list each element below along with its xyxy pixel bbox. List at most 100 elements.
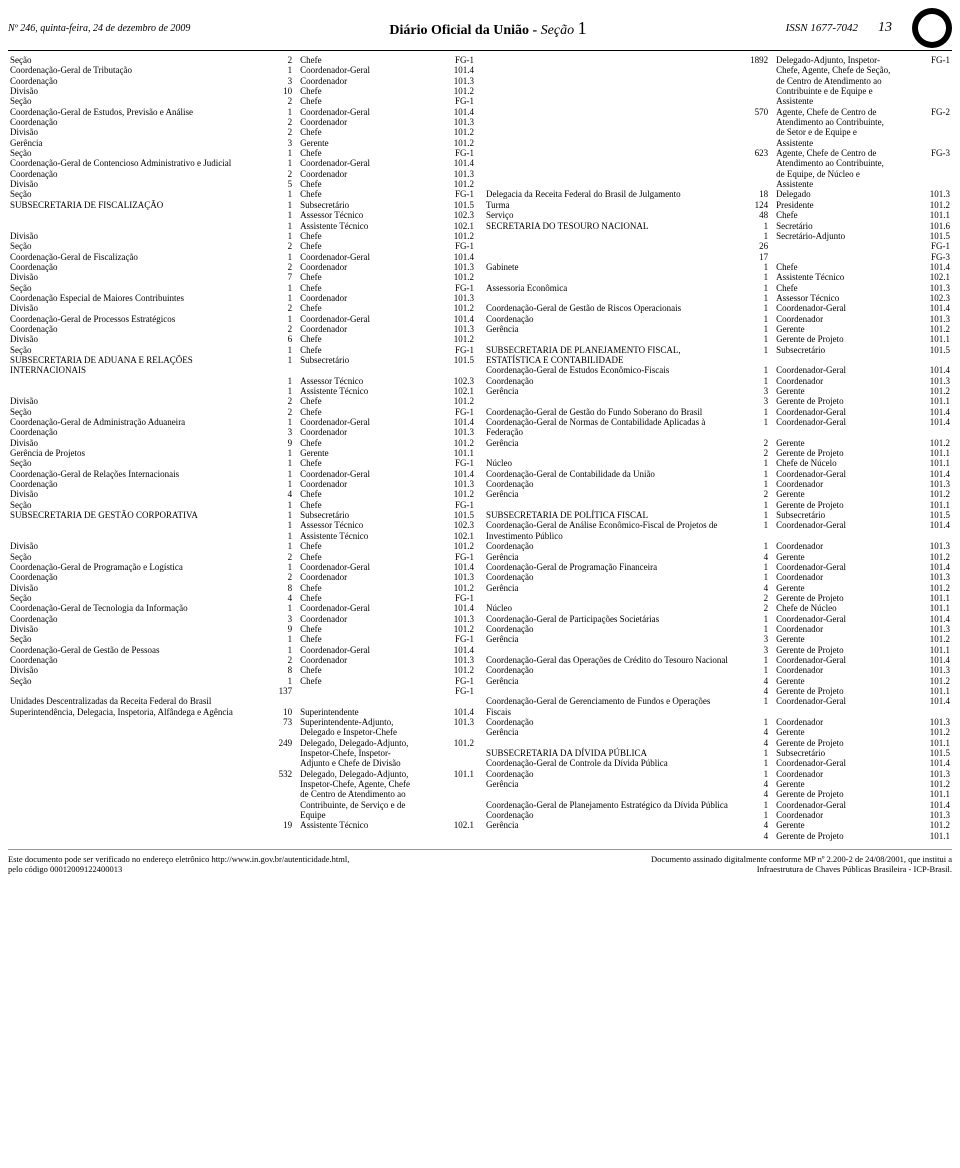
table-row: Coordenação1Coordenador101.3 bbox=[484, 541, 952, 551]
table-row: Coordenação-Geral de Estudos, Previsão e… bbox=[8, 107, 476, 117]
table-row: Coordenação1Coordenador101.3 bbox=[484, 810, 952, 820]
content-columns: Seção2ChefeFG-1Coordenação-Geral de Trib… bbox=[8, 55, 952, 841]
table-row: Seção1ChefeFG-1 bbox=[8, 676, 476, 686]
table-row: Gerência1Gerente101.2 bbox=[484, 324, 952, 334]
table-row: Coordenação2Coordenador101.3 bbox=[8, 572, 476, 582]
table-row: Coordenação-Geral de Gestão de Pessoas1C… bbox=[8, 645, 476, 655]
table-row: Gerência4Gerente101.2 bbox=[484, 552, 952, 562]
table-row: Coordenação-Geral de Normas de Contabili… bbox=[484, 417, 952, 438]
table-row: Coordenação1Coordenador101.3 bbox=[484, 717, 952, 727]
table-row: 1Assistente Técnico102.1 bbox=[8, 531, 476, 541]
table-row: Seção2ChefeFG-1 bbox=[8, 55, 476, 65]
table-row: Coordenação-Geral das Operações de Crédi… bbox=[484, 655, 952, 665]
table-row: 623Agente, Chefe de Centro de Atendiment… bbox=[484, 148, 952, 189]
table-row: Gerência3Gerente101.2 bbox=[484, 634, 952, 644]
table-row: Coordenação-Geral de Participações Socie… bbox=[484, 614, 952, 624]
table-row: 4Gerente de Projeto101.1 bbox=[484, 831, 952, 841]
header-title: Diário Oficial da União - Seção 1 bbox=[389, 18, 586, 39]
right-column: 1892Delegado-Adjunto, Inspetor-Chefe, Ag… bbox=[484, 55, 952, 841]
table-row: Coordenação-Geral de Tecnologia da Infor… bbox=[8, 603, 476, 613]
table-row: Serviço48Chefe101.1 bbox=[484, 210, 952, 220]
table-row: Divisão2Chefe101.2 bbox=[8, 396, 476, 406]
table-row: Turma124Presidente101.2 bbox=[484, 200, 952, 210]
header-issn: ISSN 1677-7042 bbox=[786, 22, 858, 34]
table-row: Coordenação1Coordenador101.3 bbox=[484, 314, 952, 324]
table-row: 4Gerente de Projeto101.1 bbox=[484, 789, 952, 799]
table-row: 4Gerente de Projeto101.1 bbox=[484, 686, 952, 696]
table-row: 3Gerente de Projeto101.1 bbox=[484, 396, 952, 406]
table-row: Divisão9Chefe101.2 bbox=[8, 624, 476, 634]
table-row: 137FG-1 bbox=[8, 686, 476, 696]
table-row: Seção1ChefeFG-1 bbox=[8, 148, 476, 158]
table-row: Divisão1Chefe101.2 bbox=[8, 231, 476, 241]
footer-right: Documento assinado digitalmente conforme… bbox=[651, 854, 952, 874]
table-row: Delegacia da Receita Federal do Brasil d… bbox=[484, 189, 952, 199]
table-row: Núcleo2Chefe de Núcleo101.1 bbox=[484, 603, 952, 613]
table-row: 1Assistente Técnico102.1 bbox=[8, 386, 476, 396]
table-row: Coordenação-Geral de Processos Estratégi… bbox=[8, 314, 476, 324]
table-row: Coordenação1Coordenador101.3 bbox=[484, 572, 952, 582]
table-row: Seção1ChefeFG-1 bbox=[8, 345, 476, 355]
header-date: Nº 246, quinta-feira, 24 de dezembro de … bbox=[8, 23, 190, 34]
table-row: 1Gerente de Projeto101.1 bbox=[484, 500, 952, 510]
table-row: Seção1ChefeFG-1 bbox=[8, 634, 476, 644]
table-row: Coordenação1Coordenador101.3 bbox=[484, 769, 952, 779]
table-row: Coordenação1Coordenador101.3 bbox=[484, 665, 952, 675]
table-row: Divisão8Chefe101.2 bbox=[8, 665, 476, 675]
table-row: Gerência2Gerente101.2 bbox=[484, 489, 952, 499]
table-row: 4Gerente de Projeto101.1 bbox=[484, 738, 952, 748]
table-row: Coordenação1Coordenador101.3 bbox=[484, 624, 952, 634]
table-row: 1Assessor Técnico102.3 bbox=[484, 293, 952, 303]
table-row: Divisão7Chefe101.2 bbox=[8, 272, 476, 282]
header-page-number: 13 bbox=[878, 20, 892, 36]
table-row: Divisão6Chefe101.2 bbox=[8, 334, 476, 344]
table-row: Seção2ChefeFG-1 bbox=[8, 552, 476, 562]
table-row: Divisão2Chefe101.2 bbox=[8, 127, 476, 137]
table-row: Gerência2Gerente101.2 bbox=[484, 438, 952, 448]
table-row: Coordenação1Coordenador101.3 bbox=[8, 479, 476, 489]
table-row: 2Gerente de Projeto101.1 bbox=[484, 448, 952, 458]
table-row: 570Agente, Chefe de Centro de Atendiment… bbox=[484, 107, 952, 148]
page-header: Nº 246, quinta-feira, 24 de dezembro de … bbox=[8, 8, 952, 51]
table-row: 1Secretário-Adjunto101.5 bbox=[484, 231, 952, 241]
table-row: Divisão10Chefe101.2 bbox=[8, 86, 476, 96]
table-row: Divisão1Chefe101.2 bbox=[8, 541, 476, 551]
table-row: Unidades Descentralizadas da Receita Fed… bbox=[8, 696, 476, 706]
table-row: Coordenação-Geral de Planejamento Estrat… bbox=[484, 800, 952, 810]
table-row: Superintendência, Delegacia, Inspetoria,… bbox=[8, 707, 476, 717]
table-row: Gerência4Gerente101.2 bbox=[484, 820, 952, 830]
table-row: Divisão5Chefe101.2 bbox=[8, 179, 476, 189]
table-row: SUBSECRETARIA DA DÍVIDA PÚBLICA1Subsecre… bbox=[484, 748, 952, 758]
table-row: Gerência4Gerente101.2 bbox=[484, 676, 952, 686]
table-row: Seção2ChefeFG-1 bbox=[8, 241, 476, 251]
right-table: 1892Delegado-Adjunto, Inspetor-Chefe, Ag… bbox=[484, 55, 952, 841]
table-row: 3Gerente de Projeto101.1 bbox=[484, 645, 952, 655]
table-row: Coordenação-Geral de Gerenciamento de Fu… bbox=[484, 696, 952, 717]
table-row: Coordenação2Coordenador101.3 bbox=[8, 117, 476, 127]
table-row: Seção1ChefeFG-1 bbox=[8, 500, 476, 510]
table-row: 73Superintendente-Adjunto, Delegado e In… bbox=[8, 717, 476, 738]
page-footer: Este documento pode ser verificado no en… bbox=[8, 849, 952, 874]
table-row: Gerência4Gerente101.2 bbox=[484, 779, 952, 789]
table-row: Coordenação-Geral de Estudos Econômico-F… bbox=[484, 365, 952, 375]
table-row: Assessoria Econômica1Chefe101.3 bbox=[484, 283, 952, 293]
table-row: Núcleo1Chefe de Núcelo101.1 bbox=[484, 458, 952, 468]
table-row: Gerência3Gerente101.2 bbox=[8, 138, 476, 148]
table-row: Seção1ChefeFG-1 bbox=[8, 458, 476, 468]
table-row: SUBSECRETARIA DE PLANEJAMENTO FISCAL, ES… bbox=[484, 345, 952, 366]
table-row: Coordenação-Geral de Tributação1Coordena… bbox=[8, 65, 476, 75]
table-row: Coordenação-Geral de Gestão de Riscos Op… bbox=[484, 303, 952, 313]
table-row: 249Delegado, Delegado-Adjunto, Inspetor-… bbox=[8, 738, 476, 769]
table-row: 1Gerente de Projeto101.1 bbox=[484, 334, 952, 344]
table-row: SECRETARIA DO TESOURO NACIONAL1Secretári… bbox=[484, 221, 952, 231]
table-row: 1Assessor Técnico102.3 bbox=[8, 520, 476, 530]
table-row: 1Assistente Técnico102.1 bbox=[484, 272, 952, 282]
table-row: Coordenação1Coordenador101.3 bbox=[484, 479, 952, 489]
table-row: Coordenação2Coordenador101.3 bbox=[8, 262, 476, 272]
table-row: Coordenação-Geral de Administração Aduan… bbox=[8, 417, 476, 427]
left-table: Seção2ChefeFG-1Coordenação-Geral de Trib… bbox=[8, 55, 476, 831]
table-row: Coordenação1Coordenador101.3 bbox=[484, 376, 952, 386]
table-row: Gerência3Gerente101.2 bbox=[484, 386, 952, 396]
official-seal-icon bbox=[912, 8, 952, 48]
table-row: Seção1ChefeFG-1 bbox=[8, 283, 476, 293]
